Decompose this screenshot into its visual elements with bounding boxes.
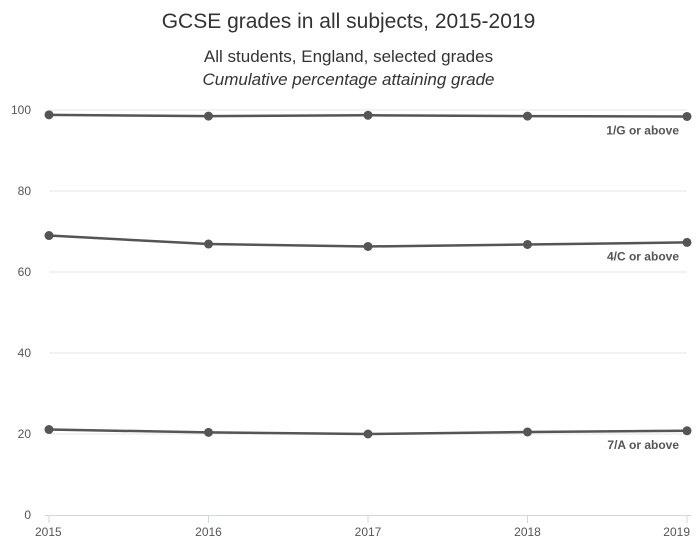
data-point[interactable] [523, 111, 532, 121]
series-group [44, 110, 692, 439]
x-tick-label: 2016 [195, 525, 222, 539]
data-point[interactable] [363, 429, 373, 439]
axes: 0 20 40 60 80 100 2015 2016 2017 2018 2019 [11, 103, 691, 539]
y-tick-label: 80 [18, 184, 32, 198]
y-tick-label: 60 [18, 265, 32, 279]
series-label: 4/C or above [607, 249, 679, 263]
x-tick-label: 2019 [663, 525, 690, 539]
data-point[interactable] [204, 239, 213, 249]
data-point[interactable] [44, 110, 54, 120]
series-label: 7/A or above [607, 438, 679, 452]
data-point[interactable] [44, 425, 54, 435]
x-tick-label: 2017 [355, 525, 382, 539]
data-point[interactable] [204, 427, 213, 437]
data-point[interactable] [363, 241, 373, 251]
chart-title: GCSE grades in all subjects, 2015-2019 [161, 10, 536, 33]
series-3 [44, 425, 692, 439]
y-tick-label: 0 [24, 508, 31, 522]
x-tick-label: 2018 [514, 525, 541, 539]
series-1 [44, 110, 692, 121]
series-2 [44, 231, 692, 251]
data-point[interactable] [523, 239, 532, 249]
y-tick-label: 40 [18, 346, 32, 360]
grid-lines [49, 109, 687, 435]
data-point[interactable] [682, 111, 692, 121]
y-tick-label: 20 [18, 427, 32, 441]
series-label: 1/G or above [606, 123, 679, 137]
data-point[interactable] [523, 427, 532, 437]
chart-subtitle: All students, England, selected grades [203, 47, 494, 66]
series-labels: 1/G or above 4/C or above 7/A or above [606, 123, 679, 451]
data-point[interactable] [363, 110, 373, 120]
chart-subtitle-note: Cumulative percentage attaining grade [202, 70, 495, 89]
data-point[interactable] [682, 237, 692, 247]
data-point[interactable] [682, 426, 692, 436]
x-tick-label: 2015 [35, 525, 62, 539]
data-point[interactable] [204, 111, 213, 121]
y-tick-label: 100 [11, 103, 31, 117]
data-point[interactable] [44, 231, 54, 241]
